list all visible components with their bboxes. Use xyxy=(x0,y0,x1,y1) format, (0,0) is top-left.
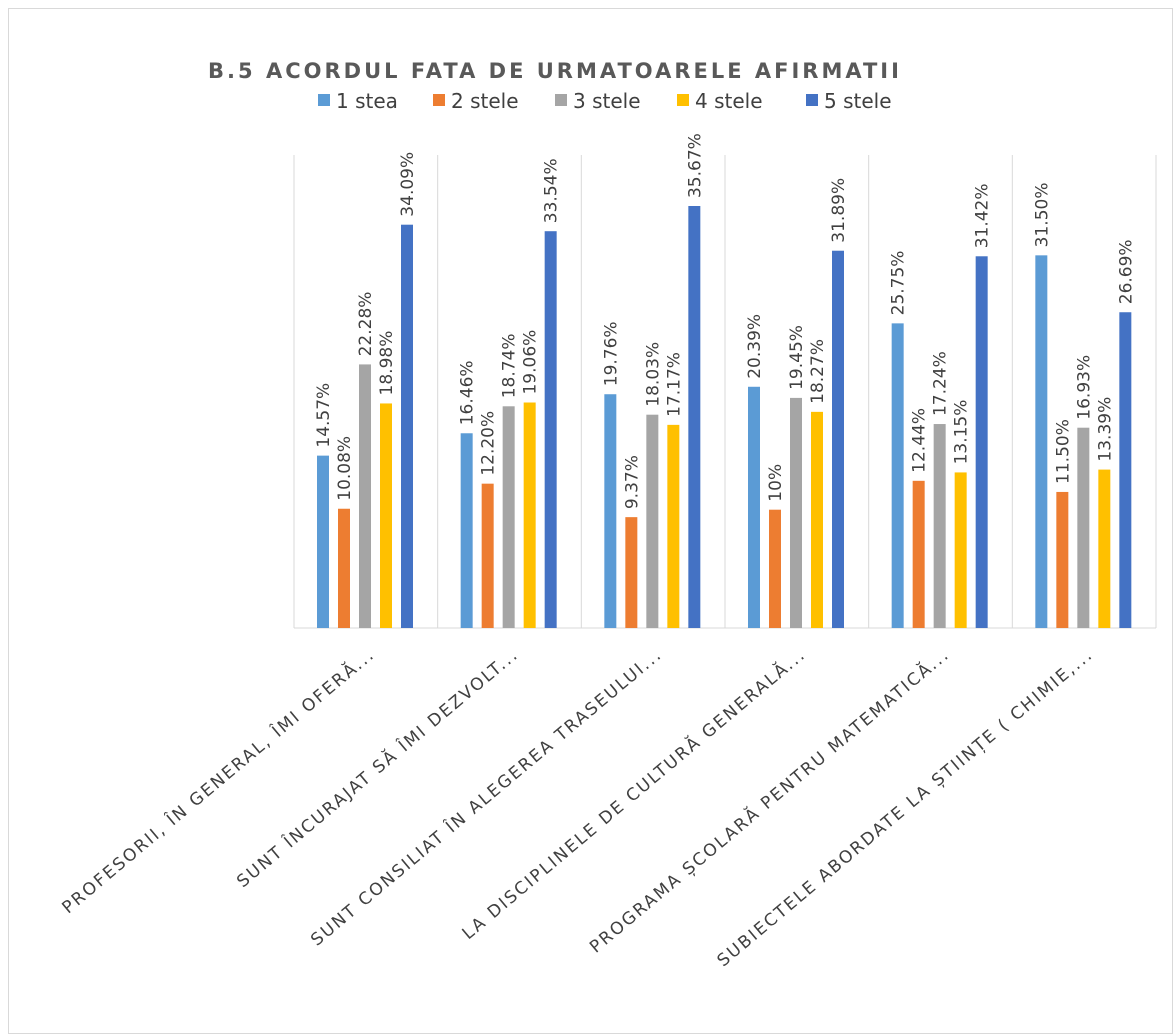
value-label: 18.03% xyxy=(643,342,663,407)
value-label: 13.15% xyxy=(952,400,972,465)
bar-2-stele-cat-1 xyxy=(338,508,350,628)
bar-5-stele-cat-6 xyxy=(1119,312,1132,628)
value-label: 31.42% xyxy=(973,183,993,248)
bar-4-stele-cat-6 xyxy=(1098,469,1111,628)
bar-5-stele-cat-5 xyxy=(975,256,988,628)
legend-swatch xyxy=(433,94,445,106)
value-label: 35.67% xyxy=(685,133,705,198)
category-label: PROFESORII, ÎN GENERAL, ÎMI OFERĂ... xyxy=(57,643,379,918)
value-label: 17.17% xyxy=(664,352,684,417)
legend-swatch xyxy=(318,94,330,106)
value-label: 16.46% xyxy=(458,360,478,425)
bar-4-stele-cat-5 xyxy=(954,472,967,628)
bar-5-stele-cat-2 xyxy=(544,231,557,628)
value-label: 10% xyxy=(766,464,786,502)
value-label: 19.76% xyxy=(601,321,621,386)
bar-3-stele-cat-6 xyxy=(1077,427,1090,628)
value-label: 31.50% xyxy=(1032,183,1052,248)
category-label: SUNT ÎNCURAJAT SĂ ÎMI DEZVOLT... xyxy=(232,643,523,892)
bar-4-stele-cat-2 xyxy=(523,402,536,628)
bar-1-stea-cat-4 xyxy=(748,386,760,628)
value-label: 18.27% xyxy=(808,339,828,404)
legend-swatch xyxy=(806,94,818,106)
value-label: 13.39% xyxy=(1095,397,1115,462)
bar-1-stea-cat-3 xyxy=(604,394,617,628)
value-labels: 14.57%10.08% 22.28%18.98% 34.09% 16.46%12.2… xyxy=(314,133,1136,509)
category-label: LA DISCIPLINELE DE CULTURĂ GENERALĂ... xyxy=(457,643,810,944)
value-label: 12.20% xyxy=(479,411,499,476)
value-label: 20.39% xyxy=(745,314,765,379)
bars xyxy=(317,206,1132,629)
legend-swatch xyxy=(677,94,689,106)
bar-5-stele-cat-1 xyxy=(401,224,413,629)
value-label: 25.75% xyxy=(889,251,909,316)
value-label: 14.57% xyxy=(314,383,334,448)
value-label: 18.74% xyxy=(500,333,520,398)
value-label: 10.08% xyxy=(335,436,355,501)
bar-4-stele-cat-3 xyxy=(667,424,680,628)
value-label: 16.93% xyxy=(1074,355,1094,420)
bar-1-stea-cat-2 xyxy=(460,433,473,628)
bar-2-stele-cat-6 xyxy=(1056,491,1069,628)
value-label: 19.06% xyxy=(521,330,541,395)
value-label: 18.98% xyxy=(377,331,397,396)
bar-2-stele-cat-2 xyxy=(481,483,494,628)
bar-2-stele-cat-4 xyxy=(769,509,781,628)
bar-3-stele-cat-2 xyxy=(502,406,515,628)
bar-4-stele-cat-1 xyxy=(380,403,392,628)
bar-2-stele-cat-5 xyxy=(912,480,925,628)
value-label: 12.44% xyxy=(910,408,930,473)
value-label: 22.28% xyxy=(356,292,376,357)
bar-4-stele-cat-4 xyxy=(811,411,823,628)
value-label: 9.37% xyxy=(622,455,642,509)
bar-1-stea-cat-5 xyxy=(891,323,904,628)
legend-label: 2 stele xyxy=(451,89,519,113)
bar-5-stele-cat-4 xyxy=(832,250,844,628)
value-label: 17.24% xyxy=(931,351,951,416)
value-label: 11.50% xyxy=(1053,419,1073,484)
value-label: 26.69% xyxy=(1116,239,1136,304)
bar-3-stele-cat-1 xyxy=(359,364,371,628)
bar-5-stele-cat-3 xyxy=(688,206,701,628)
category-gridlines xyxy=(293,155,1157,629)
category-labels: PROFESORII, ÎN GENERAL, ÎMI OFERĂ...SUNT… xyxy=(57,643,1097,971)
legend-label: 1 stea xyxy=(336,89,398,113)
value-label: 34.09% xyxy=(398,152,418,217)
legend-label: 3 stele xyxy=(573,89,641,113)
value-label: 33.54% xyxy=(542,158,562,223)
chart-title: B.5 ACORDUL FATA DE URMATOARELE AFIRMATI… xyxy=(208,59,902,83)
legend-label: 5 stele xyxy=(824,89,892,113)
value-label: 31.89% xyxy=(829,178,849,243)
legend: 1 stea 2 stele 3 stele 4 stele 5 stele xyxy=(318,89,892,113)
value-label: 19.45% xyxy=(787,325,807,390)
bar-3-stele-cat-5 xyxy=(933,424,946,628)
bar-3-stele-cat-4 xyxy=(790,397,802,628)
bar-1-stea-cat-6 xyxy=(1035,255,1048,628)
legend-swatch xyxy=(555,94,567,106)
bar-1-stea-cat-1 xyxy=(317,455,329,628)
legend-label: 4 stele xyxy=(695,89,763,113)
bar-2-stele-cat-3 xyxy=(625,517,638,628)
bar-3-stele-cat-3 xyxy=(646,414,659,628)
